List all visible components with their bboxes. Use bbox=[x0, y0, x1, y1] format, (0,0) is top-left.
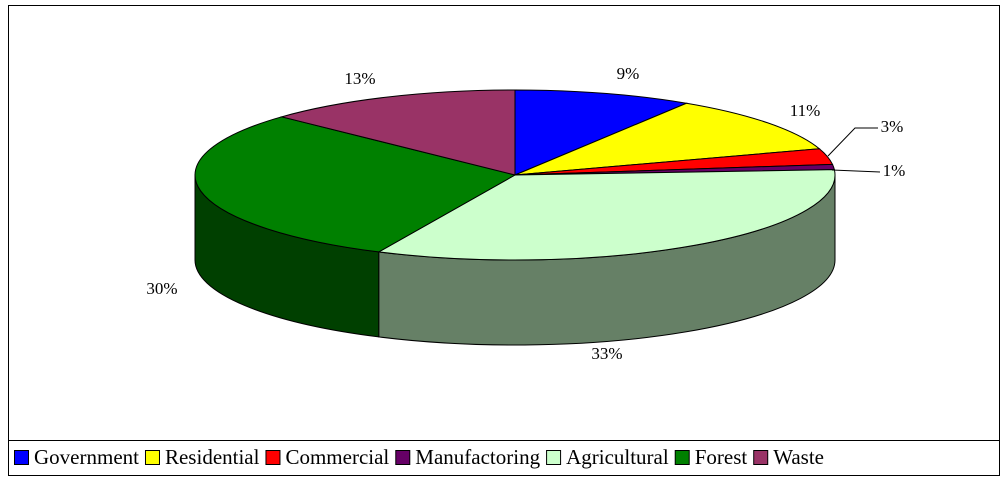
pie: 9% 11% 3% 1% 33% 30% 13% bbox=[146, 64, 905, 363]
legend-frame bbox=[8, 440, 1000, 476]
legend-label: Waste bbox=[773, 445, 824, 469]
legend-label: Manufactoring bbox=[415, 445, 540, 469]
legend-label: Government bbox=[34, 445, 139, 469]
pie-slice bbox=[377, 169, 836, 261]
legend-label: Agricultural bbox=[566, 445, 669, 469]
legend-swatch bbox=[674, 450, 690, 465]
legend-swatch bbox=[144, 450, 160, 465]
legend-swatch bbox=[265, 450, 281, 465]
data-label: 33% bbox=[591, 344, 622, 363]
legend: Government Residential Commercial Manufacto… bbox=[14, 445, 824, 469]
pie-slice bbox=[279, 89, 516, 176]
data-label: 30% bbox=[146, 279, 177, 298]
data-label: 1% bbox=[883, 161, 906, 180]
legend-swatch bbox=[14, 450, 29, 465]
data-label: 13% bbox=[344, 69, 375, 88]
pie-slice bbox=[194, 116, 517, 253]
data-label: 11% bbox=[790, 101, 821, 120]
leader-line bbox=[831, 169, 881, 173]
data-label: 3% bbox=[881, 117, 904, 136]
legend-swatch bbox=[395, 450, 411, 465]
legend-label: Forest bbox=[695, 445, 748, 469]
pie-slice bbox=[514, 102, 821, 176]
leader-line bbox=[827, 127, 878, 157]
legend-swatch bbox=[546, 450, 562, 465]
legend-label: Commercial bbox=[285, 445, 389, 469]
legend-label: Residential bbox=[165, 445, 260, 469]
pie-slice bbox=[514, 89, 689, 176]
data-label: 9% bbox=[617, 64, 640, 83]
legend-swatch bbox=[753, 450, 769, 465]
